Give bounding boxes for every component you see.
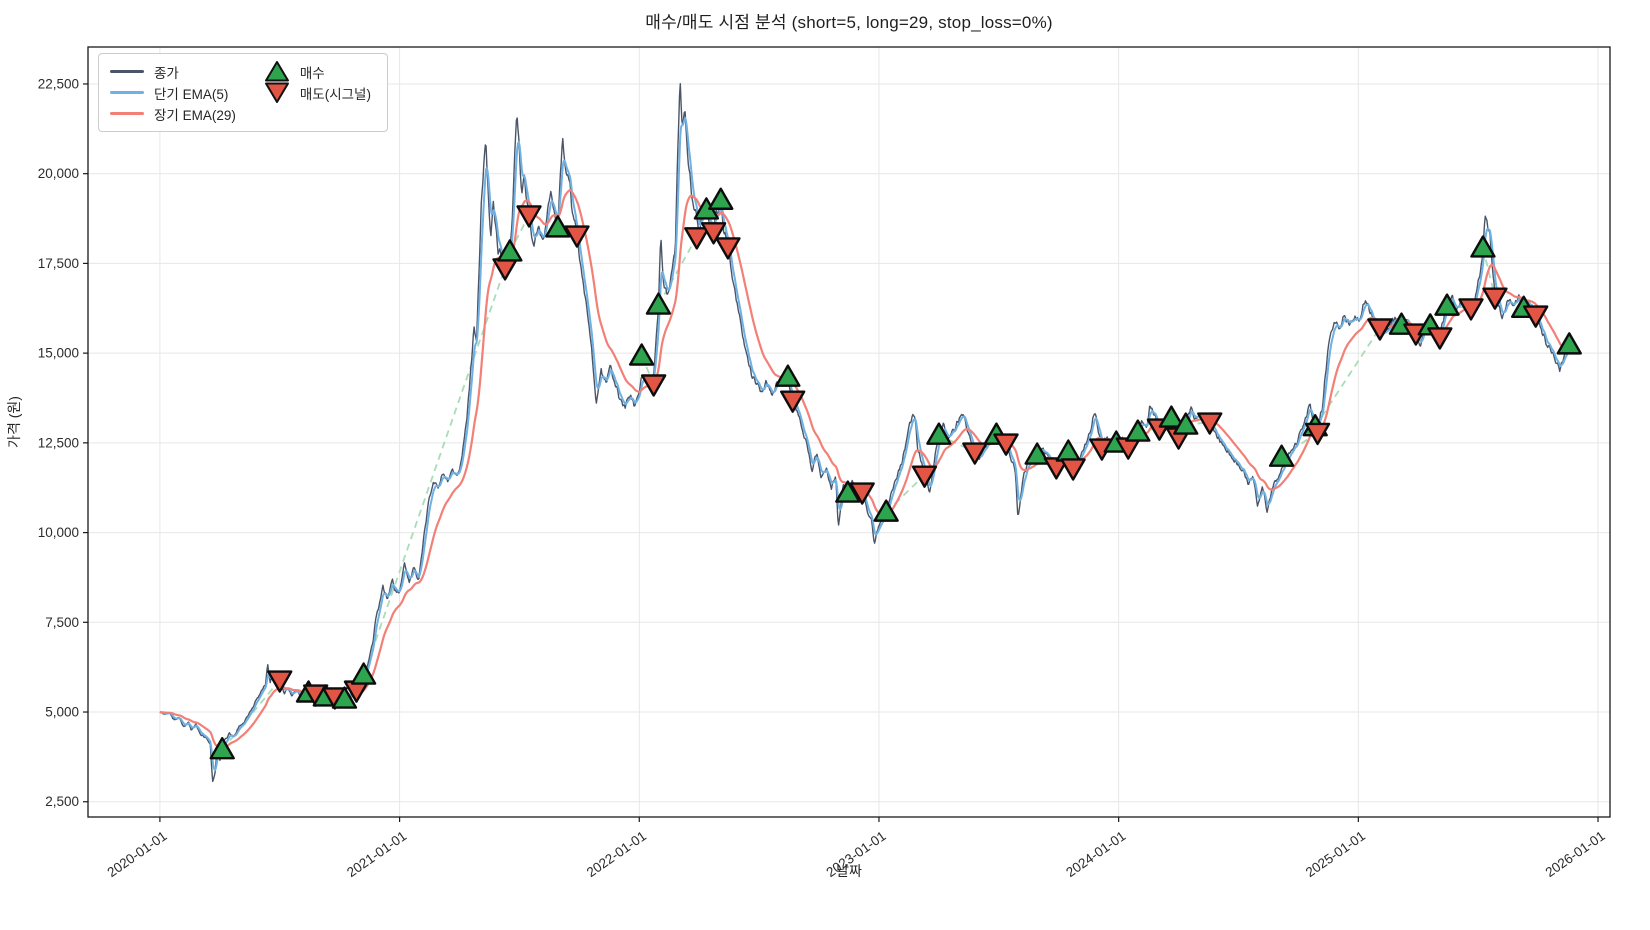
buy-marker: [497, 239, 523, 262]
sell-marker: [1367, 318, 1393, 341]
sell-marker: [640, 374, 667, 397]
y-tick-label: 10,000: [38, 525, 79, 540]
sell-marker: [1482, 287, 1508, 310]
plot-frame: [87, 46, 1611, 818]
y-tick-label: 12,500: [38, 435, 79, 450]
buy-marker: [628, 343, 655, 366]
sell-marker: [993, 433, 1019, 456]
chart-title: 매수/매도 시점 분석 (short=5, long=29, stop_loss…: [645, 13, 1053, 32]
y-axis-label: 가격 (원): [6, 396, 22, 448]
short-ema-line-swatch: [110, 91, 144, 94]
buy-marker: [1158, 405, 1185, 428]
y-tick-label: 17,500: [38, 256, 79, 271]
buy-marker: [1055, 439, 1082, 462]
legend-item-sell: 매도(시그널): [264, 82, 371, 103]
legend-item-short-ema: 단기 EMA(5): [110, 82, 236, 103]
sell-marker: [849, 482, 875, 505]
buy-marker: [1024, 442, 1050, 465]
legend-label-close: 종가: [154, 65, 179, 81]
x-axis-label: 날짜: [836, 863, 862, 879]
legend-label-sell: 매도(시그널): [299, 86, 371, 102]
buy-marker: [708, 187, 734, 210]
y-tick-label: 7,500: [45, 615, 79, 630]
long-ema-line: [159, 189, 1575, 750]
trade-line: [885, 474, 926, 513]
y-tick-label: 15,000: [38, 346, 79, 361]
short-ema-line: [159, 116, 1575, 771]
legend-signals-column: 매수 매도(시그널): [264, 61, 371, 103]
buy-marker: [775, 364, 801, 387]
buy-marker: [1470, 235, 1496, 258]
buy-marker: [1125, 419, 1151, 442]
buy-marker: [1268, 444, 1295, 467]
legend-item-buy: 매수: [264, 61, 371, 82]
legend-label-long-ema: 장기 EMA(29): [154, 107, 236, 123]
sell-marker: [267, 670, 293, 693]
close-line-swatch: [110, 70, 144, 73]
buy-marker: [926, 422, 952, 445]
buy-marker: [331, 686, 358, 709]
legend-label-short-ema: 단기 EMA(5): [154, 86, 229, 102]
buy-marker: [545, 215, 571, 238]
buy-marker: [645, 292, 672, 315]
legend-series-column: 종가 단기 EMA(5) 장기 EMA(29): [110, 61, 236, 124]
sell-marker: [1060, 458, 1086, 481]
buy-marker: [835, 480, 861, 503]
sell-marker: [1523, 305, 1549, 328]
sell-marker: [715, 237, 741, 260]
sell-marker: [1458, 298, 1484, 321]
sell-marker: [1043, 457, 1070, 480]
buy-marker: [873, 499, 899, 522]
y-tick-label: 20,000: [38, 166, 79, 181]
buy-marker: [209, 737, 235, 760]
buy-triangle-icon: [264, 61, 289, 82]
sell-marker: [779, 390, 806, 413]
legend-label-buy: 매수: [299, 65, 325, 81]
buy-marker: [1173, 412, 1199, 435]
trade-line: [657, 236, 698, 306]
legend: 종가 단기 EMA(5) 장기 EMA(29) 매수: [98, 53, 388, 132]
y-tick-label: 2,500: [45, 794, 79, 809]
buy-marker: [350, 662, 377, 685]
sell-triangle-icon: [264, 82, 289, 103]
sell-marker: [684, 227, 710, 250]
y-tick-label: 5,000: [45, 705, 79, 720]
trade-line: [1314, 327, 1381, 428]
long-ema-line-swatch: [110, 112, 144, 115]
sell-marker: [1197, 412, 1223, 435]
legend-item-close: 종가: [110, 61, 236, 82]
sell-marker: [911, 465, 938, 488]
sell-marker: [1304, 422, 1331, 446]
sell-marker: [1427, 327, 1453, 350]
trade-line: [1281, 431, 1319, 458]
y-tick-label: 22,500: [38, 76, 79, 91]
sell-marker: [516, 205, 542, 228]
buy-marker: [1434, 293, 1460, 316]
sell-marker: [700, 222, 727, 245]
buy-marker: [1556, 332, 1582, 355]
legend-item-long-ema: 장기 EMA(29): [110, 103, 236, 124]
trade-line: [221, 679, 281, 751]
sell-marker: [492, 258, 518, 281]
sell-marker: [564, 225, 590, 248]
sell-marker: [962, 442, 988, 465]
